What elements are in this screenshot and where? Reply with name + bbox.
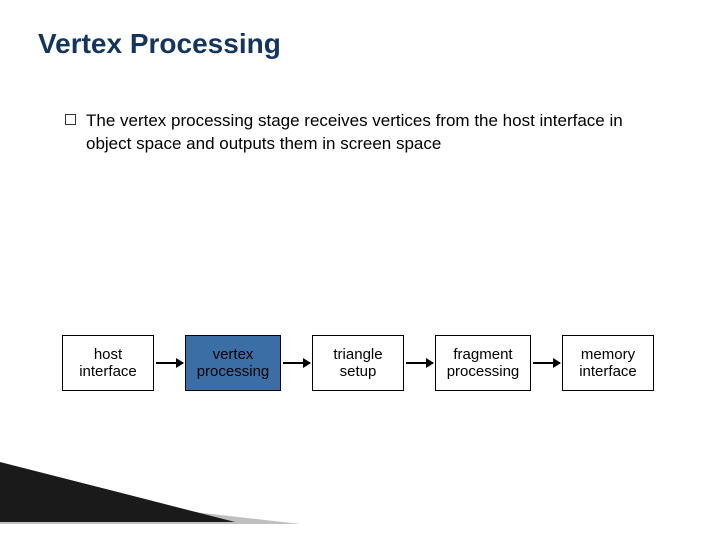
stage-label: vertexprocessing [197, 346, 270, 381]
slide-title: Vertex Processing [38, 28, 281, 60]
stage-label: hostinterface [79, 346, 137, 381]
stage-label: trianglesetup [333, 346, 382, 381]
stage-triangle-setup: trianglesetup [312, 335, 404, 391]
bullet-text: The vertex processing stage receives ver… [86, 110, 645, 156]
arrow-1 [283, 362, 310, 364]
stage-vertex-processing: vertexprocessing [185, 335, 281, 391]
arrow-3 [533, 362, 560, 364]
bullet-icon [65, 114, 76, 125]
stage-label: memoryinterface [579, 346, 637, 381]
arrow-2 [406, 362, 433, 364]
stage-label: fragmentprocessing [447, 346, 520, 381]
pipeline-diagram: hostinterface vertexprocessing triangleset… [62, 335, 672, 405]
stage-memory-interface: memoryinterface [562, 335, 654, 391]
bullet-item: The vertex processing stage receives ver… [65, 110, 645, 156]
decor-wedge-dark [0, 462, 235, 522]
slide: Vertex Processing The vertex processing … [0, 0, 720, 540]
stage-host-interface: hostinterface [62, 335, 154, 391]
arrow-0 [156, 362, 183, 364]
stage-fragment-processing: fragmentprocessing [435, 335, 531, 391]
